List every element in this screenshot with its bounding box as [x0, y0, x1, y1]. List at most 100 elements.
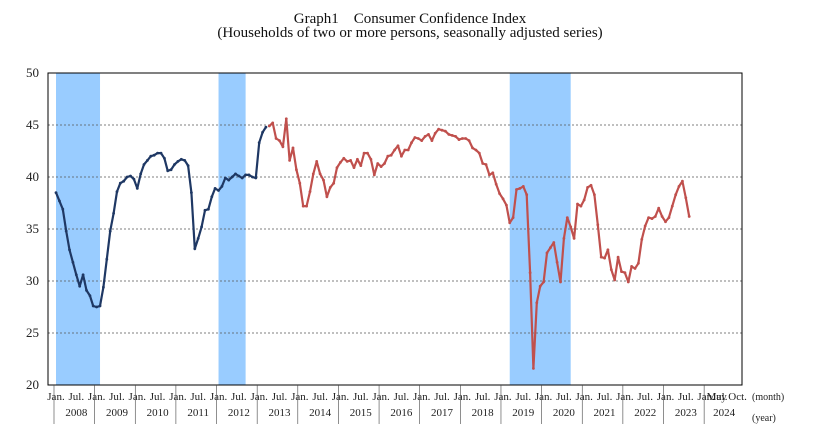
data-point: [637, 261, 640, 265]
data-point: [298, 181, 302, 185]
data-point: [210, 195, 214, 199]
data-point: [81, 273, 85, 277]
x-month-label: Jan.: [169, 391, 187, 403]
x-axis-ticks: Jan. Jul. Jan. Jul. Jan. Jul. Jan. Jul. Jan. Jul.…: [47, 385, 747, 424]
data-point: [217, 189, 220, 192]
y-tick-label: 20: [26, 377, 39, 392]
data-point: [149, 154, 153, 158]
x-month-label: Jul.: [434, 391, 450, 403]
data-point: [633, 267, 637, 270]
data-point: [64, 229, 68, 233]
data-point: [274, 137, 278, 140]
data-point: [549, 246, 552, 250]
x-month-label: Jan.: [372, 391, 390, 403]
data-point: [251, 175, 254, 179]
x-month-label: Jan.: [291, 391, 309, 403]
data-point: [237, 174, 241, 178]
data-point: [609, 268, 613, 271]
series-layer: [54, 117, 691, 370]
x-month-label: Jul.: [475, 391, 491, 403]
data-point: [518, 187, 522, 190]
data-point: [345, 160, 349, 163]
data-point: [444, 129, 447, 133]
x-year-label: 2009: [106, 407, 129, 419]
x-month-label: Jul.: [312, 391, 328, 403]
data-point: [118, 181, 122, 185]
data-point: [254, 176, 258, 180]
x-year-label: 2018: [472, 407, 495, 419]
data-point: [223, 176, 227, 180]
data-point: [234, 172, 237, 176]
x-year-label: 2008: [65, 407, 88, 419]
data-point: [301, 204, 305, 208]
data-point: [261, 130, 264, 134]
data-point: [169, 168, 173, 172]
data-point: [542, 280, 545, 284]
x-month-label: Jul.: [515, 391, 531, 403]
data-point: [322, 178, 325, 182]
data-point: [68, 248, 71, 252]
data-point: [173, 163, 176, 166]
data-point: [108, 229, 112, 233]
x-year-label: 2015: [350, 407, 373, 419]
data-point: [684, 196, 688, 200]
year-unit-label: (year): [752, 413, 776, 424]
x-month-label: Jul.: [394, 391, 410, 403]
data-point: [674, 193, 678, 197]
data-point: [105, 257, 109, 261]
data-point: [88, 294, 92, 297]
x-month-label: Jan.: [129, 391, 147, 403]
data-point: [349, 159, 352, 162]
data-point: [603, 256, 606, 260]
data-point: [657, 206, 661, 210]
data-point: [71, 260, 75, 264]
x-month-label: Jan.: [616, 391, 634, 403]
data-point: [122, 179, 126, 183]
x-month-label: Jan.: [494, 391, 512, 403]
x-year-label: 2011: [187, 407, 209, 419]
data-point: [207, 207, 210, 211]
data-point: [98, 304, 102, 308]
data-point: [576, 202, 579, 206]
data-point: [501, 197, 505, 201]
data-point: [58, 199, 61, 203]
data-point: [257, 141, 261, 145]
data-point: [613, 278, 617, 282]
data-point: [372, 173, 376, 177]
data-point: [677, 185, 681, 188]
data-point: [474, 148, 478, 152]
x-month-label: Jan.: [657, 391, 675, 403]
data-point: [125, 175, 129, 179]
data-point: [596, 223, 600, 227]
data-point: [420, 139, 424, 143]
data-point: [376, 162, 380, 165]
data-point: [240, 176, 244, 180]
data-point: [460, 137, 464, 140]
data-point: [328, 186, 332, 189]
data-point: [535, 301, 539, 305]
data-point: [264, 125, 268, 129]
x-month-label: May: [707, 391, 728, 403]
data-point: [589, 183, 593, 187]
data-point: [430, 139, 434, 143]
data-point: [494, 182, 498, 186]
data-point: [129, 174, 132, 178]
data-point: [112, 212, 115, 215]
x-month-label: Jan.: [535, 391, 553, 403]
data-point: [664, 220, 667, 224]
data-point: [396, 144, 400, 148]
data-point: [342, 156, 346, 160]
data-point: [203, 208, 207, 212]
data-point: [498, 192, 501, 196]
x-year-label: 2024: [713, 407, 736, 419]
data-point: [85, 289, 88, 292]
data-point: [359, 164, 363, 168]
data-point: [356, 157, 359, 161]
data-point: [440, 128, 444, 132]
x-month-label: Jul.: [272, 391, 288, 403]
chart-title: Graph1 Consumer Confidence Index: [293, 11, 527, 27]
data-point: [61, 207, 65, 211]
data-point: [423, 135, 427, 138]
data-point: [152, 153, 156, 157]
